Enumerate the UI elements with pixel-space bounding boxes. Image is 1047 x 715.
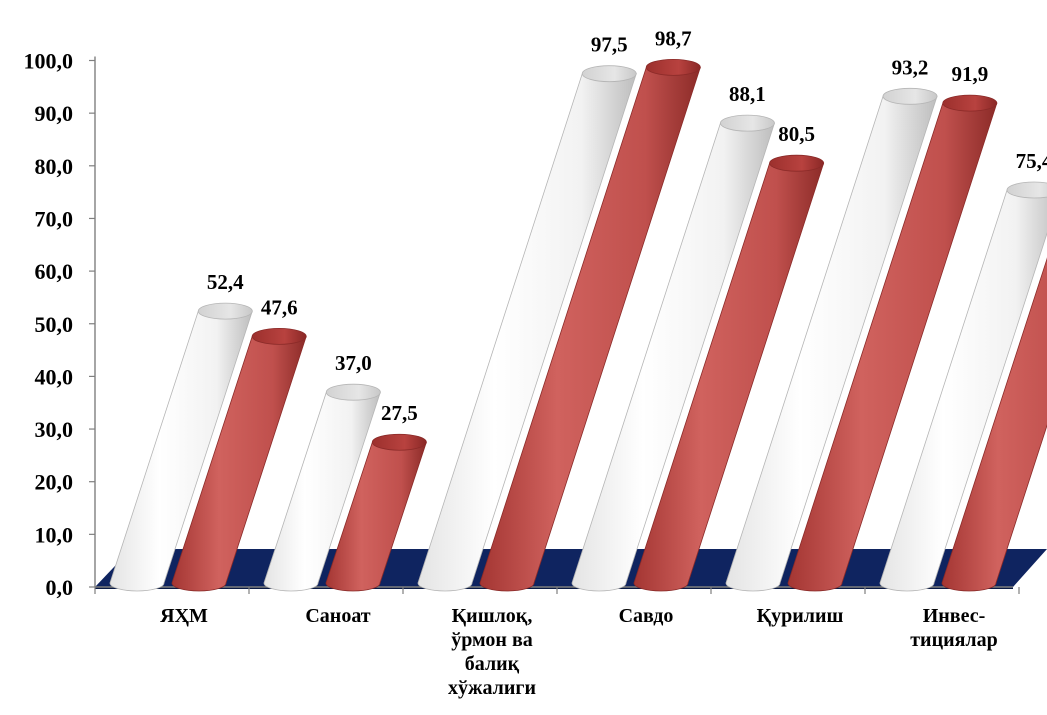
x-category-label: Саноат (305, 605, 370, 627)
data-label: 91,9 (951, 62, 988, 86)
bar-body (171, 335, 307, 592)
bar-body (941, 257, 1047, 592)
y-tick-label: 10,0 (35, 522, 74, 547)
bar-series-2 (787, 94, 998, 592)
bar-top (720, 114, 775, 132)
x-category-label: Инвес-тициялар (910, 605, 998, 651)
bar-series-1 (571, 114, 775, 592)
axes-layer: 0,0 10,0 20,0 30,0 40,0 50,0 60,0 70,0 80,0 90,0 1… (24, 49, 1020, 600)
data-label: 97,5 (591, 33, 628, 57)
bar-series-1 (725, 87, 938, 592)
bar-body (787, 102, 998, 592)
y-tick-label: 60,0 (35, 259, 74, 284)
bar-body (879, 189, 1047, 592)
data-label: 47,6 (261, 295, 298, 319)
y-tick-label: 40,0 (35, 364, 74, 389)
x-category-label: Қурилиш (757, 605, 844, 627)
bar-top (325, 383, 381, 401)
data-label: 37,0 (335, 351, 372, 375)
bar-body (417, 73, 637, 592)
bar-series-2 (479, 58, 701, 592)
bar-top (197, 302, 253, 320)
y-tick-label: 90,0 (35, 101, 74, 126)
bar-top (371, 433, 427, 451)
bar-top (769, 154, 825, 172)
bar-series-1 (879, 181, 1047, 592)
bar-series-1 (263, 383, 381, 592)
bar-body (325, 441, 427, 592)
bar-series-1 (109, 302, 253, 592)
y-tick-label: 0,0 (46, 575, 74, 600)
bar-body (479, 66, 701, 592)
data-label: 27,5 (381, 401, 418, 425)
x-category-label: ЯҲМ (160, 605, 208, 627)
bar-body (633, 162, 825, 592)
data-label: 80,5 (778, 122, 815, 146)
bar-series-2 (941, 257, 1047, 592)
y-tick-label: 70,0 (35, 206, 74, 231)
bar-body (571, 122, 775, 592)
x-category-label: Савдо (619, 605, 674, 627)
data-label: 98,7 (655, 26, 692, 50)
y-tick-label: 50,0 (35, 312, 74, 337)
bar-series-2 (633, 154, 825, 592)
bar-top (645, 58, 701, 76)
data-label: 88,1 (729, 82, 766, 106)
bar-top (251, 327, 307, 345)
bar-series-2 (325, 433, 427, 592)
bars-layer (109, 58, 1047, 592)
y-tick-label: 100,0 (24, 49, 74, 74)
labels-layer: ЯҲМ Саноат Қишлоқ, ўрмон ва балиқ хўжалиги Сав… (160, 26, 1047, 699)
x-category-label: Қишлоқ, ўрмон ва балиқ хўжалиги (448, 605, 536, 699)
bar-body (109, 310, 253, 592)
bar-top (581, 65, 637, 83)
bar-top (882, 87, 938, 105)
y-tick-label: 30,0 (35, 417, 74, 442)
bar-top (942, 94, 998, 112)
bar-body (725, 95, 938, 592)
y-tick-label: 80,0 (35, 154, 74, 179)
data-label: 75,4 (1016, 149, 1047, 173)
bar-body (263, 391, 381, 592)
y-tick-label: 20,0 (35, 470, 74, 495)
bar-top (1006, 181, 1047, 199)
bar-series-1 (417, 65, 637, 592)
data-label: 93,2 (892, 55, 929, 79)
bar-series-2 (171, 327, 307, 592)
data-label: 52,4 (207, 270, 244, 294)
